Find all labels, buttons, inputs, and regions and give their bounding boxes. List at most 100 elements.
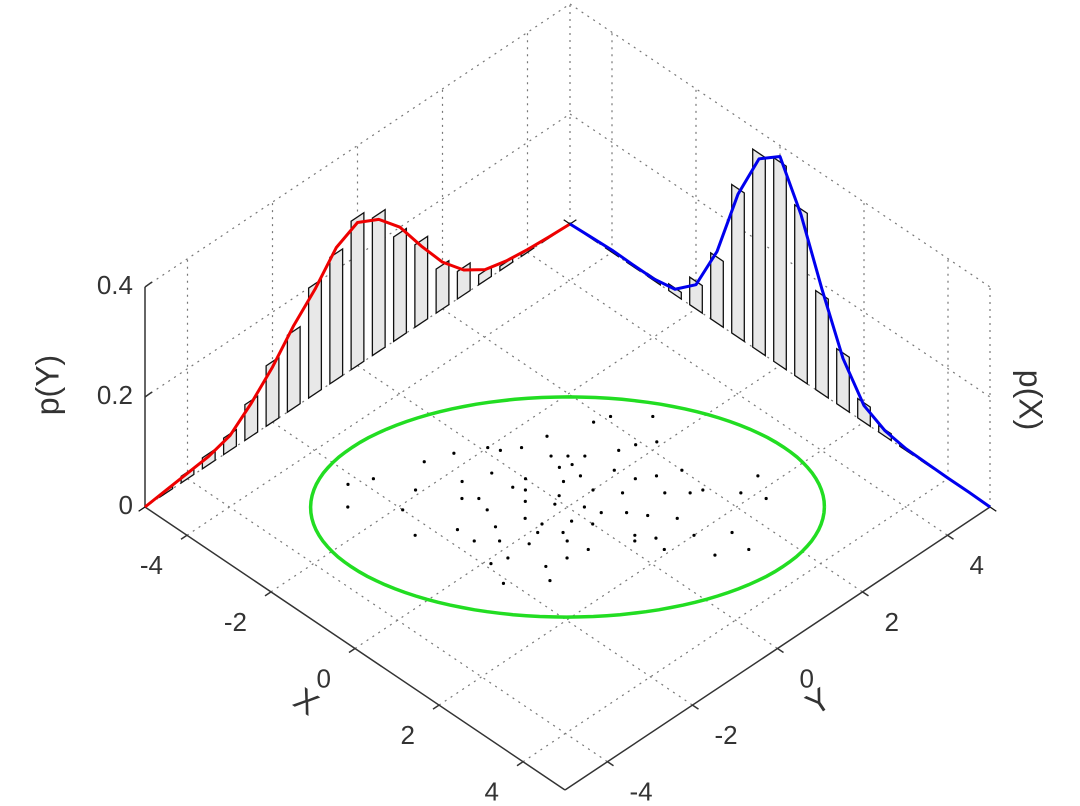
scatter-point [688, 491, 692, 495]
histogram-bar [857, 397, 871, 428]
x-tick-label: -4 [140, 550, 163, 580]
tick-mark [777, 647, 784, 654]
scatter-point [557, 494, 561, 498]
z-axis-label: p(Y) [29, 355, 65, 415]
scatter-point [493, 525, 498, 529]
scatter-point [501, 581, 506, 586]
histogram-bar [773, 156, 787, 371]
scatter-point [739, 491, 743, 495]
scatter-point [498, 448, 502, 452]
scatter-point [544, 564, 548, 569]
tick-mark [264, 591, 272, 597]
density-curve [569, 155, 991, 509]
scatter-point [764, 496, 768, 501]
grid-line [270, 308, 697, 593]
x-tick-label: 0 [317, 663, 331, 693]
x-tick-label: -2 [224, 607, 247, 637]
scatter-point [413, 533, 417, 537]
scatter-point [651, 414, 655, 419]
scatter-point [654, 474, 659, 478]
grid-line [186, 251, 613, 536]
scatter-point [523, 499, 527, 503]
tick-mark [516, 761, 524, 767]
scatter-point [523, 516, 527, 520]
scatter-point [756, 474, 760, 478]
scatter-point [747, 547, 751, 552]
scatter-point [561, 479, 566, 484]
scatter-point [591, 488, 595, 492]
scatter-point [620, 491, 625, 495]
scatter-point [413, 488, 418, 492]
histogram-bar [794, 203, 808, 386]
scatter-point [662, 547, 666, 552]
grid-line [438, 421, 865, 706]
grid-line [522, 478, 949, 763]
tick-mark [947, 534, 954, 540]
scatter-point [523, 488, 528, 492]
histogram-bar [371, 208, 386, 357]
histogram-bar [752, 147, 766, 357]
histogram-bar [286, 325, 301, 414]
grid-line [144, 223, 571, 508]
histogram-bar [710, 251, 724, 329]
scatter-point [548, 578, 552, 583]
scatter-point [578, 474, 583, 478]
scatter-point [646, 513, 650, 518]
tick-mark [692, 704, 699, 710]
y-tick-label: 4 [970, 550, 984, 580]
grid-line [569, 3, 991, 288]
scatter-point [561, 530, 565, 535]
histogram-bar [392, 227, 408, 343]
scatter-point [633, 533, 637, 537]
scatter-point [617, 448, 621, 452]
histogram-bar [329, 247, 344, 386]
scatter-point [485, 508, 489, 512]
scatter-point [713, 553, 717, 557]
scatter-point [599, 511, 603, 515]
ellipse [308, 395, 827, 619]
scatter-point [486, 445, 490, 450]
y-tick-label: 2 [885, 607, 899, 637]
x-tick-label: 4 [485, 777, 499, 806]
density-curve [144, 217, 571, 509]
scatter-point [346, 505, 350, 509]
scatter-point [346, 482, 350, 486]
scatter-point [422, 460, 426, 464]
scatter-point [536, 530, 540, 535]
grid-line [527, 251, 948, 536]
histogram-bar [815, 289, 829, 400]
histogram-bar [456, 261, 471, 301]
tick-mark [607, 761, 614, 767]
z-tick-label: 0.2 [97, 380, 133, 410]
scatter-point [655, 440, 659, 444]
tick-mark [144, 391, 153, 398]
z-tick-label: 0 [119, 490, 133, 520]
scatter-point [701, 488, 705, 492]
scatter-point [557, 465, 562, 469]
scatter-point [730, 530, 734, 535]
scatter-point [582, 505, 587, 509]
scatter-point [490, 471, 494, 475]
tick-mark [144, 281, 153, 288]
y-tick-label: 0 [800, 663, 814, 693]
scatter-point [498, 539, 502, 543]
scatter-point [663, 491, 667, 495]
scatter-point [591, 522, 595, 526]
grid-line [272, 421, 693, 706]
scatter-point [455, 528, 460, 532]
scatter-point [489, 562, 493, 566]
scatter-point [634, 443, 638, 447]
grid-line [442, 308, 863, 593]
scatter-point [401, 508, 405, 512]
scatter-point [460, 496, 464, 501]
scatter-point [633, 477, 637, 481]
scatter-point [371, 477, 375, 481]
tick-mark [348, 647, 356, 654]
scatter-point [460, 479, 464, 484]
scatter-point [472, 539, 476, 543]
scatter-point [583, 454, 587, 458]
grid-line [144, 3, 571, 288]
scatter-point [553, 502, 557, 506]
scatter-point [692, 533, 696, 537]
tick-mark [180, 534, 188, 540]
